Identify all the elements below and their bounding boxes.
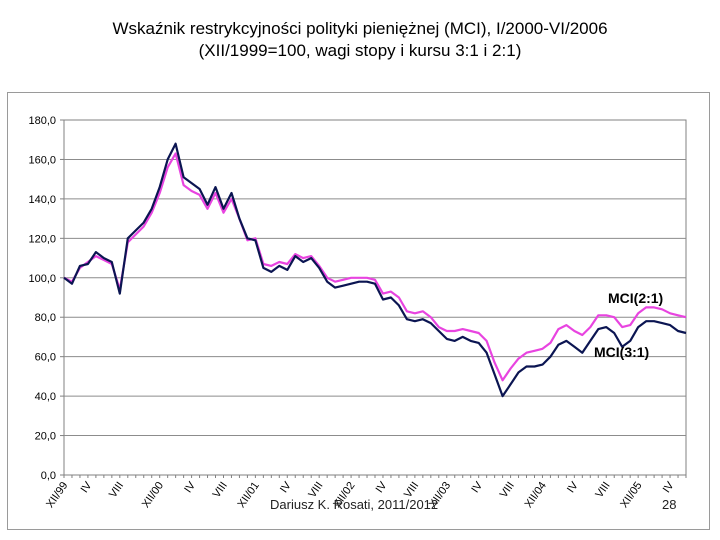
y-tick-label: 120,0: [28, 233, 56, 245]
x-tick-label: IV: [374, 479, 390, 495]
x-tick-label: IV: [182, 479, 198, 495]
x-tick-label: XII/05: [618, 480, 644, 510]
x-tick-label: IV: [278, 479, 294, 495]
chart-frame: 0,0 20,0 40,0 60,0 80,0 100,0 120,0 140,0 160,0 1…: [7, 92, 710, 530]
y-tick-label: 0,0: [41, 470, 56, 482]
x-tick-label: IV: [469, 479, 485, 495]
y-tick-label: 100,0: [28, 273, 56, 285]
x-tick-label: VIII: [593, 480, 612, 500]
line-chart: 0,0 20,0 40,0 60,0 80,0 100,0 120,0 140,0 160,0 1…: [28, 115, 687, 510]
x-tick-label: IV: [79, 479, 95, 495]
y-tick-label: 140,0: [28, 194, 56, 206]
x-tick-label: IV: [661, 479, 677, 495]
x-tick-label: XII/99: [44, 480, 70, 510]
x-tick-label: VIII: [107, 480, 126, 500]
x-tick-label: XII/00: [140, 480, 166, 510]
y-tick-label: 160,0: [28, 154, 56, 166]
slide-title: Wskaźnik restrykcyjności polityki pienię…: [0, 18, 720, 62]
x-tick-label: VIII: [211, 480, 230, 500]
x-tick-label: XII/04: [523, 480, 549, 510]
title-line-1: Wskaźnik restrykcyjności polityki pienię…: [112, 19, 608, 38]
x-tick-label: IV: [565, 479, 581, 495]
y-tick-label: 180,0: [28, 115, 56, 127]
x-tick-label: VIII: [498, 480, 517, 500]
series-line-mci21: [63, 152, 687, 382]
plot-area: [63, 119, 687, 476]
y-tick-label: 40,0: [35, 391, 56, 403]
y-tick-label: 60,0: [35, 352, 56, 364]
y-tick-label: 20,0: [35, 431, 56, 443]
footer-author: Dariusz K. Rosati, 2011/2012: [270, 497, 439, 512]
page-number: 28: [662, 497, 677, 512]
title-line-2: (XII/1999=100, wagi stopy i kursu 3:1 i …: [198, 41, 522, 60]
series-line-mci31: [63, 142, 687, 398]
series-annotation: MCI(2:1): [608, 290, 663, 306]
x-tick-label: XII/01: [236, 480, 262, 510]
y-tick-label: 80,0: [35, 312, 56, 324]
series-annotation: MCI(3:1): [594, 344, 649, 360]
